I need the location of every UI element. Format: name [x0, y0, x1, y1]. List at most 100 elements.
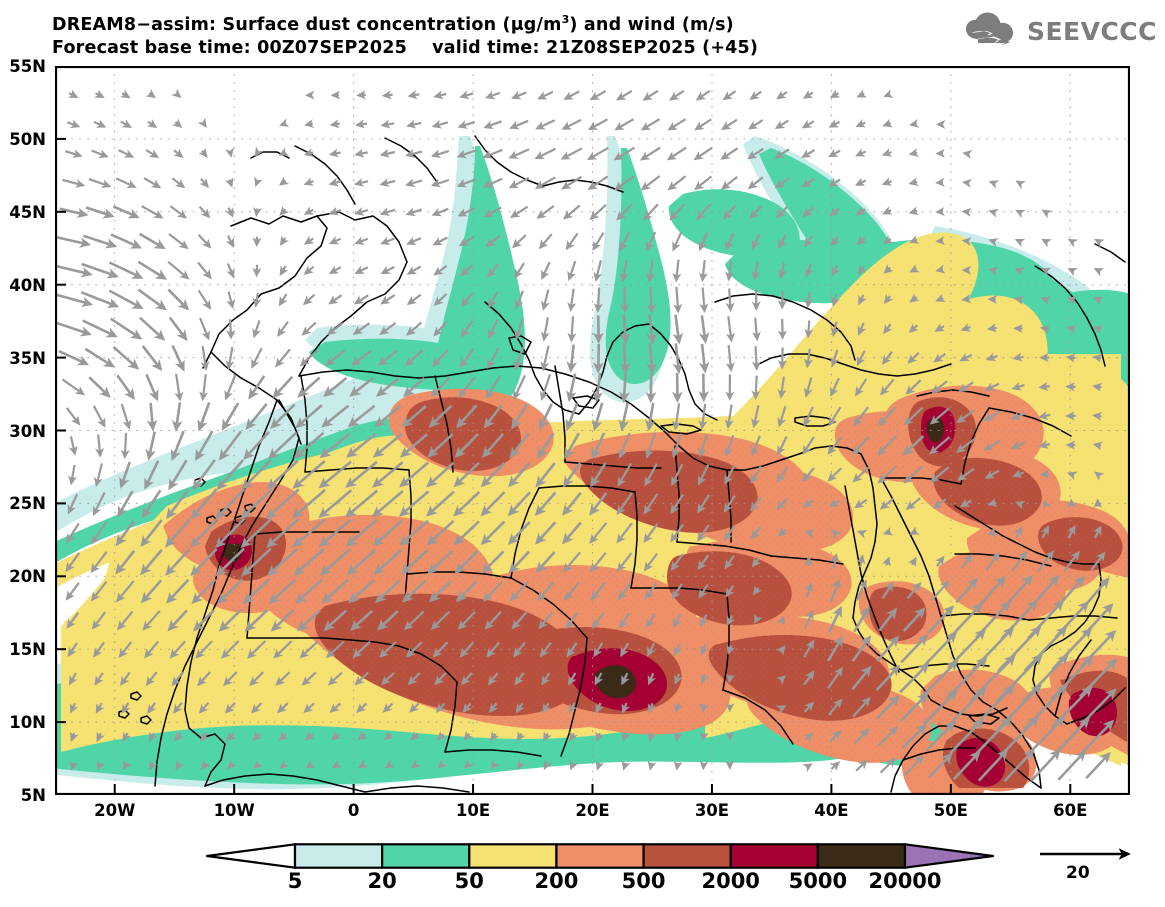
wind-arrow — [225, 147, 234, 158]
wind-arrow — [881, 351, 893, 365]
wind-arrow — [722, 90, 737, 101]
wind-arrow — [698, 315, 710, 344]
latitude-tick-label: 15N — [9, 640, 46, 660]
wind-arrow — [957, 381, 974, 393]
wind-arrow — [619, 612, 631, 629]
wind-arrow — [960, 553, 973, 569]
wind-arrow — [539, 374, 552, 401]
wind-arrow — [698, 403, 708, 430]
wind-arrow — [407, 90, 420, 100]
wind-arrow — [487, 347, 500, 370]
wind-arrow — [879, 497, 895, 510]
wind-arrow — [1058, 575, 1085, 606]
wind-arrow — [90, 551, 108, 574]
wind-arrow — [853, 406, 869, 427]
wind-arrow — [270, 403, 296, 429]
wind-arrow — [905, 379, 922, 395]
wind-arrow — [987, 497, 998, 507]
wind-arrow — [92, 405, 106, 428]
wind-arrow — [804, 529, 815, 538]
wind-arrow — [855, 759, 868, 772]
wind-arrow — [246, 640, 267, 659]
wind-arrow — [279, 205, 290, 216]
colorbar-band[interactable] — [381, 843, 471, 869]
wind-arrow — [481, 550, 505, 574]
wind-arrow — [987, 527, 996, 538]
wind-arrow — [1066, 296, 1078, 306]
wind-arrow — [147, 702, 157, 714]
wind-arrow — [456, 178, 477, 188]
page-title: DREAM8−assim: Surface dust concentration… — [52, 8, 758, 37]
wind-arrow — [750, 496, 762, 512]
wind-arrow — [244, 609, 269, 632]
wind-arrow — [614, 175, 635, 191]
wind-arrow — [670, 493, 685, 515]
wind-arrow — [952, 750, 981, 781]
wind-arrow — [459, 641, 475, 658]
wind-arrow — [538, 403, 553, 431]
wind-arrow — [115, 549, 136, 575]
wind-arrow — [829, 730, 842, 743]
wind-arrow — [666, 146, 687, 161]
wind-arrow — [594, 672, 604, 686]
wind-arrow — [750, 465, 762, 484]
wind-arrow — [120, 89, 131, 99]
wind-arrow — [1015, 209, 1026, 219]
wind-arrow — [329, 119, 341, 129]
wind-arrow — [973, 716, 1013, 757]
wind-arrow — [723, 495, 736, 513]
wind-arrow — [804, 263, 814, 278]
wind-arrow — [96, 731, 105, 743]
longitude-tick-label: 30E — [694, 801, 730, 820]
colorbar-band[interactable] — [468, 843, 558, 869]
wind-arrow — [458, 376, 476, 399]
colorbar-tick-label: 50 — [454, 869, 484, 893]
wind-arrow — [405, 641, 423, 658]
wind-arrow — [141, 345, 163, 372]
colorbar-band[interactable] — [293, 843, 384, 869]
wind-arrow — [515, 702, 525, 714]
wind-arrow — [460, 292, 473, 308]
wind-arrow — [590, 462, 607, 488]
wind-arrow — [569, 731, 578, 742]
wind-arrow — [587, 118, 608, 131]
wind-arrow — [137, 288, 167, 311]
wind-arrow — [93, 641, 105, 658]
wind-arrow — [776, 497, 788, 510]
wind-arrow — [726, 673, 736, 684]
wind-arrow — [225, 346, 235, 371]
wind-arrow — [90, 581, 108, 602]
wind-arrow — [855, 118, 866, 128]
wind-arrow — [673, 760, 683, 771]
wind-arrow — [145, 671, 158, 687]
colorbar-band[interactable] — [642, 843, 732, 869]
wind-arrow — [1082, 603, 1114, 637]
wind-arrow — [672, 343, 684, 375]
wind-arrow — [80, 291, 120, 309]
wind-arrow — [536, 205, 555, 219]
map-plot-area[interactable] — [55, 66, 1130, 795]
wind-arrow — [191, 578, 217, 605]
colorbar-band[interactable] — [555, 843, 645, 869]
wind-arrow — [564, 581, 580, 602]
wind-arrow — [278, 176, 290, 186]
wind-arrow — [1030, 748, 1061, 782]
wind-arrow — [409, 702, 420, 713]
wind-arrow — [1014, 267, 1025, 276]
wind-arrow — [536, 432, 555, 459]
colorbar-band[interactable] — [729, 843, 819, 869]
colorbar-band[interactable] — [816, 843, 907, 869]
wind-arrow — [697, 494, 710, 514]
wind-arrow — [589, 552, 607, 573]
wind-arrow — [646, 342, 657, 375]
wind-arrow — [253, 759, 264, 769]
wind-arrow — [751, 289, 761, 311]
colorbar[interactable]: 5 20 50 200 500 2000 5000 20000 — [205, 843, 995, 895]
wind-arrow — [962, 150, 973, 159]
wind-arrow — [433, 293, 448, 306]
title-text-post: ) and wind (m/s) — [569, 14, 734, 35]
wind-arrow — [169, 640, 187, 659]
wind-arrow — [168, 233, 189, 250]
wind-arrow — [175, 759, 185, 770]
wind-arrow — [267, 547, 299, 577]
